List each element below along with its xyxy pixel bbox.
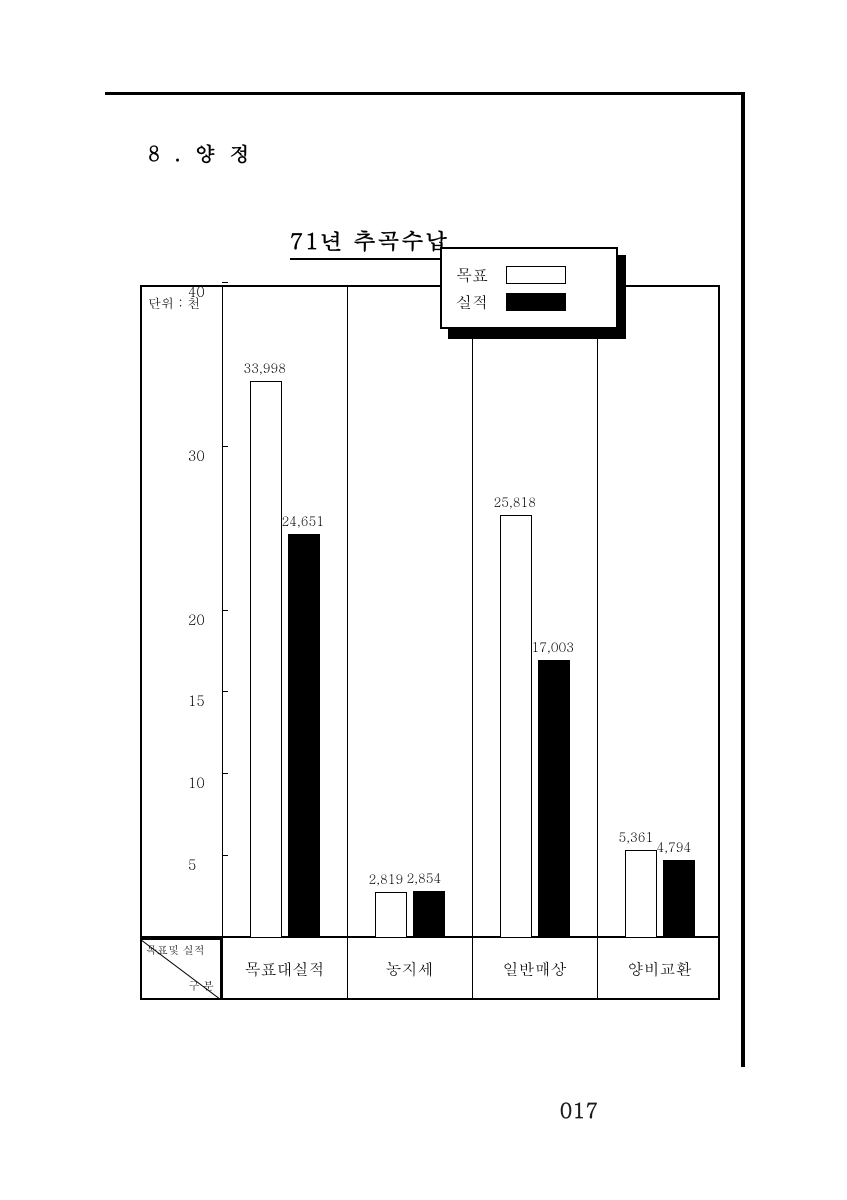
- page-number: 017: [560, 1095, 599, 1124]
- chart-frame: 단위 : 천 목표및 실적 구 분 33,99824,6512,8192,854…: [140, 285, 720, 1000]
- bar-goal: [625, 850, 657, 938]
- category-label: 농지세: [347, 938, 472, 998]
- y-tick-label: 30: [188, 445, 194, 465]
- legend-item-goal: 목표: [456, 263, 602, 286]
- bar-actual-value: 17,003: [532, 637, 575, 656]
- section-title: 양 정: [195, 138, 254, 167]
- category-separator: [347, 287, 348, 998]
- legend: 목표 실적: [440, 247, 618, 329]
- y-tick-label: 40: [188, 281, 194, 301]
- legend-swatch-goal: [506, 266, 566, 284]
- bar-goal: [375, 892, 407, 938]
- legend-label-actual: 실적: [456, 290, 496, 313]
- legend-item-actual: 실적: [456, 290, 602, 313]
- bar-actual-value: 4,794: [657, 837, 692, 856]
- section-number: 8 .: [148, 138, 184, 167]
- bar-goal-value: 25,818: [494, 492, 537, 511]
- page: 8 . 양 정 71년 추곡수납 목표 실적 단위 : 천 목표및 실적 구 분…: [0, 0, 847, 1200]
- bar-actual: [663, 860, 695, 939]
- category-separator: [222, 287, 223, 998]
- category-label: 일반매상: [472, 938, 597, 998]
- category-label: 목표대실적: [222, 938, 347, 998]
- bar-actual: [413, 891, 445, 938]
- category-separator: [597, 287, 598, 998]
- y-tick-label: 15: [188, 690, 194, 710]
- axis-corner-top-label: 목표및 실적: [146, 944, 205, 957]
- legend-label-goal: 목표: [456, 263, 496, 286]
- bar-goal-value: 2,819: [369, 869, 404, 888]
- bar-goal: [500, 515, 532, 938]
- bar-actual-value: 2,854: [407, 868, 442, 887]
- bar-actual-value: 24,651: [282, 511, 325, 530]
- legend-swatch-actual: [506, 293, 566, 311]
- bar-goal-value: 33,998: [244, 358, 287, 377]
- category-separator: [472, 287, 473, 998]
- axis-corner-box: 목표및 실적 구 분: [142, 938, 222, 998]
- chart-title: 71년 추곡수납: [290, 225, 450, 260]
- y-tick-label: 10: [188, 772, 194, 792]
- category-label: 양비교환: [597, 938, 722, 998]
- bar-goal: [250, 381, 282, 938]
- plot-area: 33,998 24,651 2,8192,854 25,818 17,003 5,3614…: [222, 287, 718, 938]
- y-tick-label: 20: [188, 609, 194, 629]
- bar-actual: [538, 660, 570, 938]
- axis-corner-bottom-label: 구 분: [188, 979, 214, 994]
- bar-actual: [288, 534, 320, 938]
- y-tick-mark: [222, 282, 228, 283]
- y-tick-label: 5: [188, 854, 194, 874]
- bar-goal-value: 5,361: [619, 827, 654, 846]
